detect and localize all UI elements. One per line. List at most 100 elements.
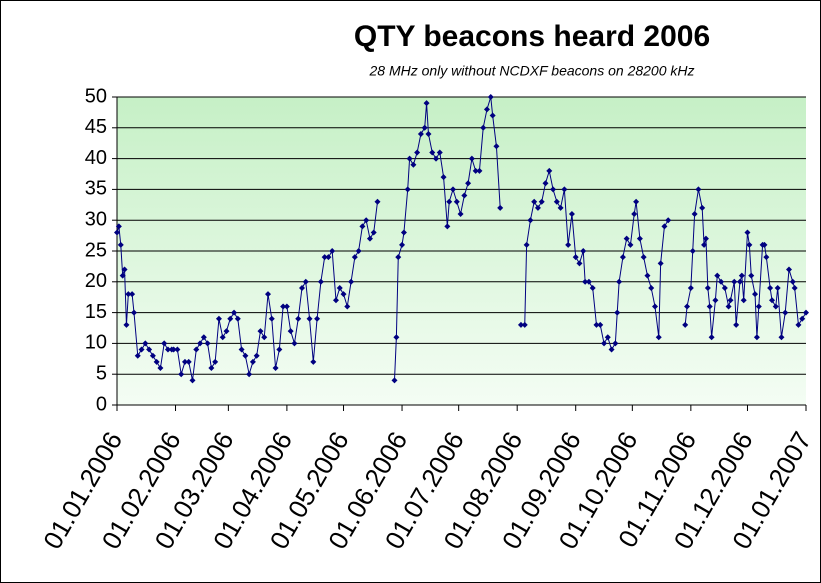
data-point [550,186,557,193]
data-point [701,241,708,248]
data-point [170,346,177,353]
data-point [344,303,351,310]
data-point [753,334,760,341]
chart-title: QTY beacons heard 2006 [354,20,710,53]
data-point [414,149,421,156]
data-point [212,358,219,365]
data-point [204,340,211,347]
data-point [799,315,806,322]
data-point [329,248,336,254]
data-point [295,315,302,322]
data-point [197,340,204,347]
data-point [589,284,596,291]
data-point [321,254,328,261]
data-point [115,223,122,230]
data-point [189,377,196,384]
data-point [616,278,623,285]
data-point [769,297,776,304]
data-point [774,284,781,291]
data-point [708,334,715,341]
data-point [468,155,475,162]
data-point [604,334,611,341]
data-point [325,254,332,261]
data-point [395,254,402,261]
data-point [661,223,668,230]
data-point [355,248,362,254]
data-point [795,321,802,328]
data-point [493,143,500,150]
data-point [359,223,366,230]
data-point [803,309,809,316]
data-point [727,297,734,304]
data-point [657,260,664,267]
y-tick-label: 50 [85,85,107,107]
data-point [276,346,283,353]
data-point [531,198,538,205]
data-point [725,303,732,310]
data-point [601,340,608,347]
data-point [348,278,355,285]
data-point [268,315,275,322]
data-point [655,334,662,341]
data-point [782,309,789,316]
data-point [125,291,132,298]
data-point [242,352,249,359]
data-point [433,155,440,162]
data-point [208,365,215,372]
y-tick-label: 0 [96,393,107,415]
data-point [565,241,572,248]
data-point [142,340,149,347]
data-point [576,260,583,267]
data-point [417,130,424,137]
data-point [153,358,160,365]
data-point [374,198,381,205]
data-point [366,235,373,242]
data-point [789,278,796,285]
data-point [257,328,264,335]
data-point [227,315,234,322]
data-point [684,303,691,310]
data-point [538,198,545,205]
data-point [265,291,272,298]
data-point [261,334,268,341]
data-point [791,284,798,291]
data-point [246,371,253,378]
data-point [483,106,490,113]
data-point [568,211,575,218]
data-point [421,124,428,131]
data-point [453,198,460,205]
data-point [465,180,472,187]
y-tick-label: 40 [85,147,107,169]
data-point [691,211,698,218]
data-point [665,217,672,224]
data-point [738,272,745,279]
data-point [234,315,241,322]
data-point [450,186,457,193]
data-point [119,272,126,279]
data-point [472,167,479,174]
data-point [283,303,290,310]
data-point [542,180,549,187]
data-point [778,334,785,341]
data-point [614,309,621,316]
data-point [633,198,640,205]
data-point [114,229,120,236]
data-point [161,340,168,347]
data-point [648,284,655,291]
data-point [446,198,453,205]
data-point [597,321,604,328]
data-point [146,346,153,353]
data-point [306,315,313,322]
data-point [440,174,447,181]
data-point [744,229,751,236]
data-point [461,192,468,199]
y-tick-label: 15 [85,301,107,323]
data-point [619,254,626,261]
data-point [736,278,743,285]
data-point [593,321,600,328]
data-point [721,284,728,291]
data-point [786,266,793,273]
y-tick-label: 25 [85,239,107,261]
data-point [129,291,136,298]
